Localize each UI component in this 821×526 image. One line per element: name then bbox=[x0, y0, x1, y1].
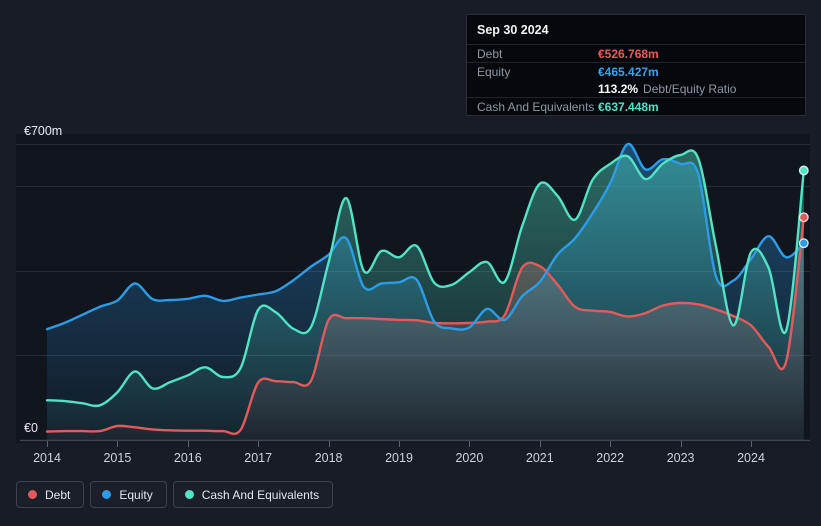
debt-end-marker bbox=[798, 212, 809, 223]
x-axis-label-2016: 2016 bbox=[173, 451, 202, 465]
tooltip-date: Sep 30 2024 bbox=[477, 23, 549, 37]
x-axis-label-2019: 2019 bbox=[385, 451, 413, 465]
equity-end-marker bbox=[798, 238, 809, 249]
debt-series-dot-icon bbox=[28, 490, 37, 499]
tooltip-debt-label: Debt bbox=[477, 46, 503, 61]
x-axis-label-2014: 2014 bbox=[33, 451, 61, 465]
x-axis-label-2024: 2024 bbox=[737, 451, 765, 465]
tooltip-row-ratio: 113.2% Debt/Equity Ratio bbox=[467, 80, 805, 97]
cash-and-equivalents-line bbox=[45, 149, 805, 408]
debt-line bbox=[45, 216, 805, 436]
tooltip-cash-label: Cash And Equivalents bbox=[477, 99, 595, 114]
tooltip-equity-label: Equity bbox=[477, 64, 511, 79]
equity-series-dot-icon bbox=[102, 490, 112, 499]
cash-and-equivalents-area-fill bbox=[47, 150, 804, 440]
x-axis-label-2023: 2023 bbox=[666, 451, 695, 465]
x-axis-label-2015: 2015 bbox=[103, 451, 132, 465]
x-axis-label-2020: 2020 bbox=[455, 451, 484, 465]
legend-debt-label: Debt bbox=[45, 487, 71, 502]
tooltip-debt-value: €526.768m bbox=[598, 46, 659, 61]
legend-item-debt[interactable]: Debt bbox=[16, 481, 85, 508]
tooltip-row-equity: Equity €465.427m bbox=[467, 62, 805, 80]
cash-series-dot-icon bbox=[184, 490, 194, 499]
cash-and-equivalents-end-marker bbox=[798, 165, 809, 176]
legend-item-equity[interactable]: Equity bbox=[90, 481, 167, 508]
tooltip-equity-value: €465.427m bbox=[598, 64, 659, 79]
tooltip-row-debt: Debt €526.768m bbox=[467, 44, 805, 62]
legend: Debt Equity Cash And Equivalents bbox=[16, 481, 334, 508]
x-axis-label-2017: 2017 bbox=[244, 451, 273, 465]
tooltip-cash-value: €637.448m bbox=[598, 99, 659, 114]
tooltip-row-cash: Cash And Equivalents €637.448m bbox=[467, 97, 805, 115]
legend-cash-label: Cash And Equivalents bbox=[201, 487, 320, 502]
legend-equity-label: Equity bbox=[119, 487, 153, 502]
y-axis-label-max: €700m bbox=[24, 124, 63, 138]
tooltip: Sep 30 2024 Debt €526.768m Equity €465.4… bbox=[466, 14, 806, 116]
equity-line bbox=[45, 142, 805, 331]
tooltip-ratio-label: Debt/Equity Ratio bbox=[643, 81, 737, 96]
legend-item-cash[interactable]: Cash And Equivalents bbox=[172, 481, 334, 508]
y-axis-label-zero: €0 bbox=[24, 421, 38, 435]
x-axis-label-2018: 2018 bbox=[314, 451, 343, 465]
x-axis-label-2021: 2021 bbox=[525, 451, 554, 465]
x-axis-label-2022: 2022 bbox=[596, 451, 625, 465]
tooltip-ratio-value: 113.2% bbox=[598, 81, 639, 96]
